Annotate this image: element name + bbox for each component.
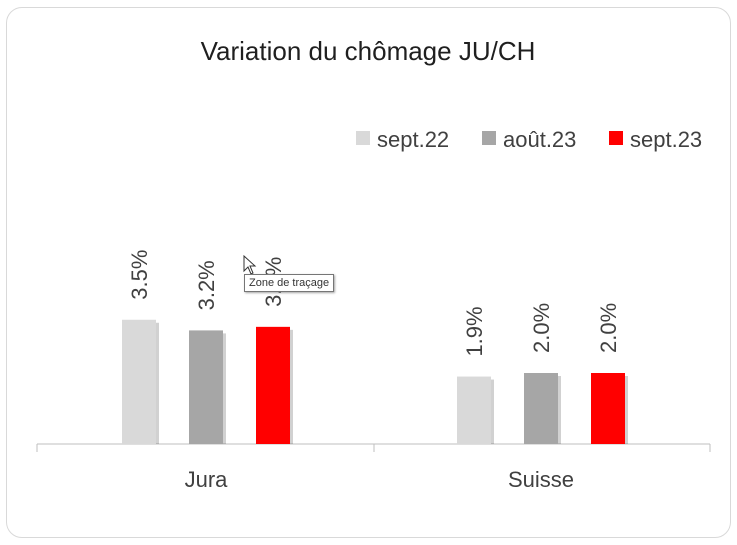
legend-swatch bbox=[609, 131, 623, 145]
data-label: 2.0% bbox=[529, 303, 554, 353]
bar bbox=[457, 376, 491, 444]
mouse-pointer-icon bbox=[243, 255, 257, 275]
data-label: 1.9% bbox=[462, 306, 487, 356]
bar bbox=[524, 373, 558, 444]
bar bbox=[591, 373, 625, 444]
category-label: Suisse bbox=[508, 467, 574, 492]
category-label: Jura bbox=[185, 467, 229, 492]
legend-swatch bbox=[482, 131, 496, 145]
data-label: 3.2% bbox=[194, 260, 219, 310]
chart-title: Variation du chômage JU/CH bbox=[201, 36, 536, 66]
tooltip: Zone de traçage bbox=[244, 274, 335, 292]
legend-label: sept.22 bbox=[377, 127, 449, 152]
legend: sept.22 août.23 sept.23 bbox=[356, 127, 702, 152]
bar bbox=[189, 330, 223, 444]
legend-label: sept.23 bbox=[630, 127, 702, 152]
chart-area bbox=[6, 7, 731, 538]
bar bbox=[122, 319, 156, 444]
legend-label: août.23 bbox=[503, 127, 576, 152]
bar bbox=[256, 326, 290, 444]
data-label: 2.0% bbox=[596, 303, 621, 353]
legend-swatch bbox=[356, 131, 370, 145]
data-label: 3.5% bbox=[127, 250, 152, 300]
